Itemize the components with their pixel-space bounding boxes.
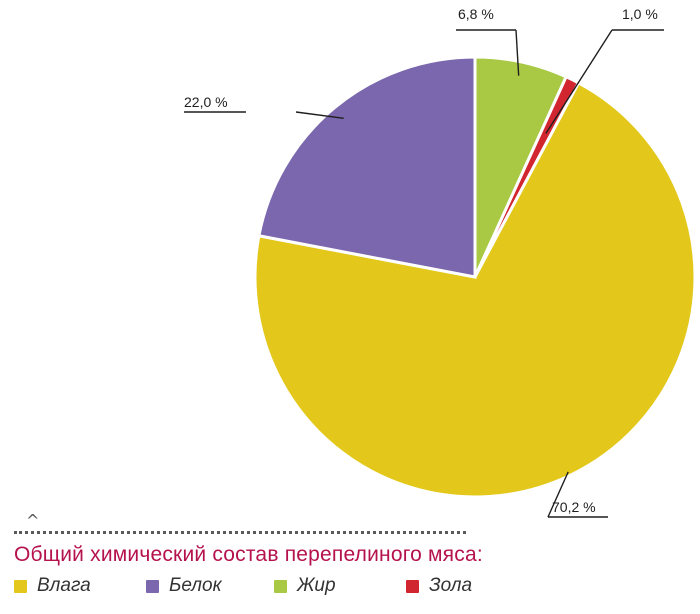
legend-label-zola: Зола — [429, 575, 473, 596]
slice-layer — [253, 55, 697, 499]
leader-line-zhir — [515, 29, 520, 76]
legend-item-belok: Белок — [146, 574, 222, 598]
legend-item-vlaga: Влага — [14, 574, 91, 598]
leader-line-vlaga — [547, 471, 569, 518]
leader-layer — [184, 29, 664, 518]
value-label-vlaga: 70,2 % — [552, 499, 596, 515]
legend-item-zhir: Жир — [274, 574, 336, 598]
legend-swatch-belok — [146, 579, 159, 593]
leader-line-zola — [545, 29, 613, 134]
chart-title: Общий химический состав перепелиного мяс… — [14, 543, 483, 566]
label-layer: 22,0 % 6,8 % 1,0 % 70,2 % — [184, 6, 658, 515]
divider-notch-icon: ^ — [26, 511, 40, 530]
legend-label-zhir: Жир — [297, 575, 336, 596]
legend-swatch-vlaga — [14, 579, 27, 593]
legend-swatch-zola — [406, 579, 419, 593]
value-label-zola: 1,0 % — [622, 6, 658, 22]
leader-line-belok — [295, 111, 344, 119]
value-label-belok: 22,0 % — [184, 94, 228, 110]
legend-item-zola: Зола — [406, 574, 472, 598]
legend-label-belok: Белок — [169, 575, 222, 596]
value-label-zhir: 6,8 % — [458, 6, 494, 22]
pie-slice-belok — [257, 55, 477, 279]
legend-label-vlaga: Влага — [37, 575, 91, 596]
legend-swatch-zhir — [274, 579, 287, 593]
pie-slice-vlaga — [253, 80, 697, 499]
caption-divider — [14, 531, 466, 534]
